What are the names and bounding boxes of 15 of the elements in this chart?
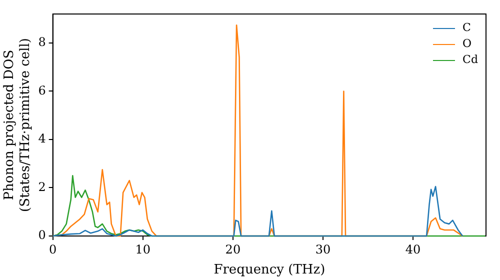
x-tick-label: 30 xyxy=(315,242,331,256)
x-axis-title: Frequency (THz) xyxy=(214,262,326,278)
y-tick-label: 6 xyxy=(38,83,46,98)
legend-label: C xyxy=(462,20,471,36)
legend-label: O xyxy=(462,36,472,52)
y-axis-title: Phonon projected DOS (States/THz·primitive cell) xyxy=(2,38,33,212)
legend-label: Cd xyxy=(462,52,478,68)
x-tick-label: 20 xyxy=(225,242,241,256)
y-tick-label: 0 xyxy=(38,228,46,242)
x-tick-label: 40 xyxy=(405,242,421,256)
y-tick-label: 4 xyxy=(38,132,46,146)
y-tick-label: 2 xyxy=(38,180,46,194)
x-tick-label: 0 xyxy=(49,242,57,256)
y-tick-label: 8 xyxy=(38,35,46,50)
x-tick-label: 10 xyxy=(135,242,151,256)
